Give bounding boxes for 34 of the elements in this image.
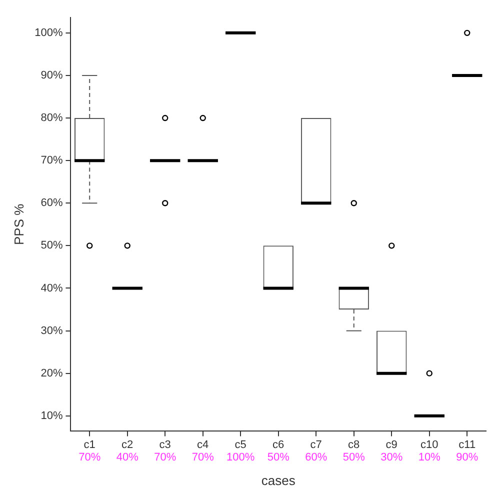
text: 10%	[418, 452, 441, 464]
text: 50%	[267, 452, 290, 464]
x-tick-label: c7	[310, 438, 322, 451]
y-tick-label: 40%	[40, 282, 63, 294]
y-tick-label: 60%	[40, 197, 63, 210]
text: 100%	[226, 452, 255, 464]
text: 30%	[380, 452, 403, 464]
x-tick-label: c10	[420, 438, 438, 451]
x-tick-label: c5	[234, 438, 246, 451]
y-tick-label: 80%	[40, 112, 63, 124]
text: 60%	[305, 452, 328, 464]
text: 70%	[192, 452, 214, 464]
text: 70%	[154, 452, 176, 464]
x-tick-label: c4	[197, 438, 209, 451]
x-tick-label: c11	[458, 438, 476, 451]
y-tick-label: 100%	[34, 26, 63, 39]
x-tick-label: c1	[84, 438, 96, 451]
text: 90%	[456, 452, 478, 464]
y-tick-label: 70%	[40, 154, 63, 167]
x-tick-label: c6	[272, 438, 284, 451]
y-tick-label: 30%	[40, 324, 63, 337]
text: 70%	[78, 452, 101, 464]
x-axis-title: cases	[261, 472, 296, 488]
x-tick-label: c2	[122, 438, 134, 451]
text: 50%	[342, 452, 366, 464]
y-axis-title: PPS %	[11, 203, 26, 245]
x-tick-label: c8	[348, 438, 360, 451]
x-tick-label: c3	[159, 438, 171, 451]
text: 40%	[116, 452, 139, 464]
y-tick-label: 90%	[40, 70, 63, 82]
y-tick-label: 10%	[40, 410, 63, 422]
y-tick-label: 20%	[40, 367, 63, 380]
x-tick-label: c9	[386, 438, 398, 451]
y-tick-label: 50%	[40, 240, 63, 252]
